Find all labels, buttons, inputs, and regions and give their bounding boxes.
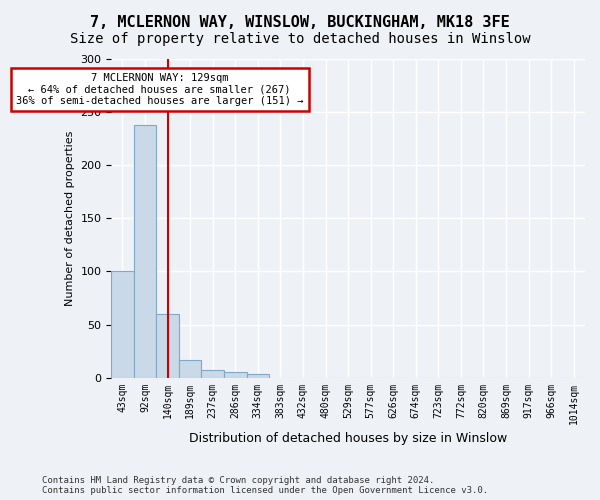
Bar	[247, 374, 269, 378]
X-axis label: Distribution of detached houses by size in Winslow: Distribution of detached houses by size …	[189, 432, 507, 445]
Text: Contains HM Land Registry data © Crown copyright and database right 2024.
Contai: Contains HM Land Registry data © Crown c…	[42, 476, 488, 495]
Text: Size of property relative to detached houses in Winslow: Size of property relative to detached ho…	[70, 32, 530, 46]
Bar	[224, 372, 247, 378]
Bar	[111, 272, 134, 378]
Bar	[156, 314, 179, 378]
Text: 7 MCLERNON WAY: 129sqm
← 64% of detached houses are smaller (267)
36% of semi-de: 7 MCLERNON WAY: 129sqm ← 64% of detached…	[16, 73, 304, 106]
Y-axis label: Number of detached properties: Number of detached properties	[65, 130, 75, 306]
Text: 7, MCLERNON WAY, WINSLOW, BUCKINGHAM, MK18 3FE: 7, MCLERNON WAY, WINSLOW, BUCKINGHAM, MK…	[90, 15, 510, 30]
Bar	[202, 370, 224, 378]
Bar	[134, 125, 156, 378]
Bar	[179, 360, 202, 378]
